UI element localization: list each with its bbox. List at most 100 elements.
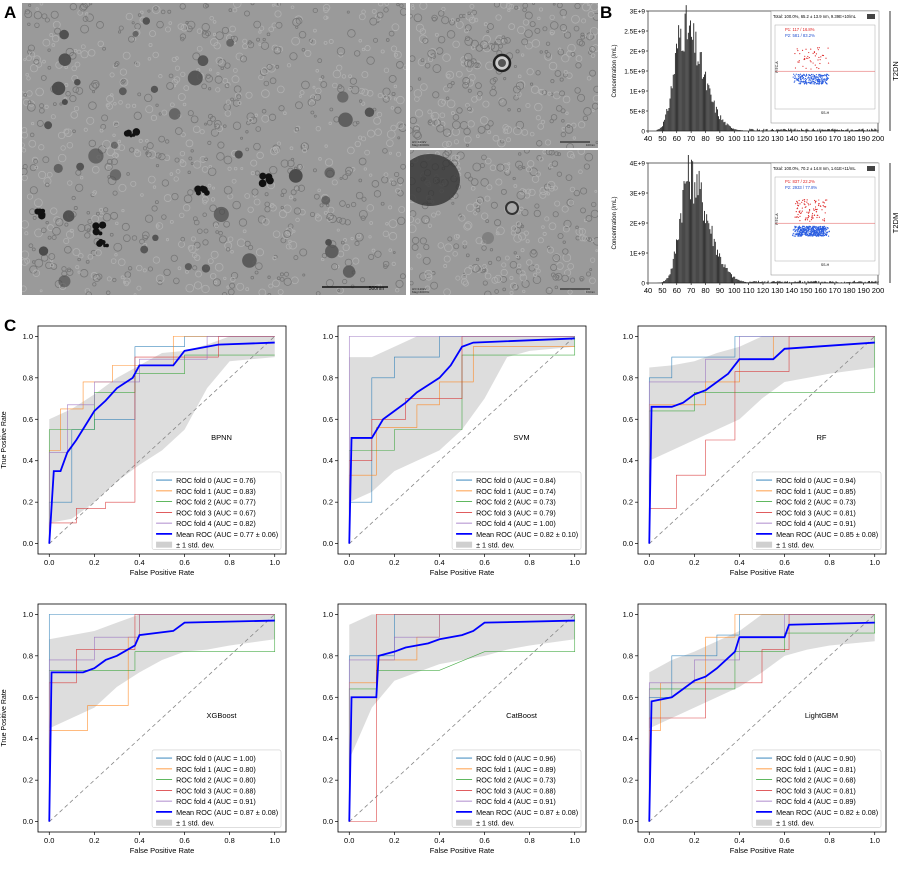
- em-texture-grain: [80, 3, 88, 11]
- em-texture-grain: [470, 186, 476, 191]
- em-texture-grain: [24, 258, 31, 264]
- em-texture-grain: [345, 203, 351, 209]
- nta-scatter-point: [809, 60, 811, 62]
- em-texture-grain: [208, 87, 212, 91]
- nta-bar: [692, 39, 694, 131]
- em-texture-grain: [155, 103, 159, 107]
- nta-scatter-point: [825, 75, 827, 77]
- roc-ytick-label: 0.2: [623, 776, 633, 785]
- nta-bar: [656, 129, 658, 131]
- em-texture-grain: [338, 52, 344, 58]
- em-texture-grain: [549, 14, 555, 21]
- nta-scatter-point: [816, 208, 818, 210]
- em-texture-grain: [368, 253, 375, 260]
- nta-bar: [704, 210, 705, 283]
- em-texture-grain: [336, 64, 343, 71]
- vesicle: [321, 195, 331, 205]
- em-texture-grain: [328, 214, 337, 224]
- em-texture-grain: [268, 26, 275, 33]
- nta-scatter-point: [807, 77, 809, 79]
- em-texture-grain: [26, 90, 33, 97]
- em-texture-grain: [192, 265, 198, 271]
- em-texture-grain: [222, 77, 229, 84]
- em-texture-grain: [388, 232, 398, 241]
- em-texture-grain: [574, 87, 581, 94]
- em-texture-grain: [394, 53, 399, 57]
- nta-scatter-point: [819, 226, 821, 228]
- nta-scatter-point: [815, 77, 817, 79]
- em-texture-grain: [396, 95, 405, 105]
- em-texture-grain: [465, 253, 470, 258]
- aggregate: [258, 179, 267, 188]
- em-texture-grain: [410, 85, 413, 92]
- nta-bar: [674, 253, 676, 283]
- roc-chance-line: [349, 614, 575, 822]
- roc-chart-rf: 0.00.00.20.20.40.40.60.60.80.81.01.0Fals…: [623, 325, 887, 577]
- em-texture-grain: [552, 253, 561, 262]
- nta-bar: [848, 282, 850, 283]
- em-texture-grain: [32, 260, 36, 264]
- nta-scatter-point: [826, 199, 828, 201]
- em-texture-grain: [546, 246, 554, 254]
- nta-bar: [686, 39, 688, 131]
- nta-scatter-point: [809, 80, 812, 82]
- nta-scatter-point: [822, 201, 824, 203]
- em-texture-grain: [382, 260, 390, 268]
- em-texture-grain: [364, 45, 371, 52]
- nta-scatter-point: [820, 232, 822, 234]
- em-texture-grain: [185, 25, 193, 33]
- nta-scatter-point: [819, 62, 821, 65]
- em-texture-grain: [349, 77, 357, 85]
- nta-scatter-point: [808, 79, 810, 81]
- nta-xtick-label: 120: [757, 134, 770, 143]
- nta-bar: [694, 52, 696, 131]
- em-texture-grain: [380, 201, 385, 206]
- em-texture-grain: [230, 97, 234, 102]
- nta-scatter-point: [815, 53, 818, 55]
- em-texture-grain: [443, 288, 451, 295]
- em-texture-grain: [201, 83, 207, 90]
- em-texture-grain: [46, 171, 53, 178]
- nta-scatter-point: [798, 61, 800, 63]
- em-texture-grain: [271, 22, 278, 29]
- roc-ylabel: True Positive Rate: [1, 689, 8, 746]
- nta-bar: [855, 130, 856, 131]
- em-texture-grain: [549, 118, 554, 124]
- em-texture-grain: [458, 213, 463, 218]
- nta-scatter-point: [797, 73, 800, 76]
- em-texture-grain: [385, 222, 389, 226]
- nta-bar: [690, 20, 691, 132]
- em-texture-grain: [26, 193, 34, 200]
- em-texture-grain: [180, 236, 186, 242]
- em-texture-grain: [190, 115, 199, 124]
- roc-xtick-label: 0.0: [344, 558, 354, 567]
- em-texture-grain: [274, 10, 282, 18]
- em-texture-grain: [215, 56, 224, 65]
- roc-ytick-label: 0.2: [23, 776, 33, 785]
- em-texture-grain: [89, 82, 98, 91]
- em-texture-grain: [465, 102, 470, 108]
- nta-bar: [845, 129, 847, 131]
- em-texture-grain: [507, 108, 511, 112]
- em-texture-grain: [446, 73, 451, 78]
- em-texture-grain: [414, 132, 422, 140]
- em-texture-grain: [411, 243, 419, 251]
- nta-bar: [782, 128, 784, 131]
- em-texture-grain: [268, 113, 277, 121]
- nta-bar: [800, 280, 801, 283]
- nta-xtick-label: 140: [785, 134, 798, 143]
- em-texture-grain: [204, 157, 208, 162]
- em-texture-grain: [100, 123, 107, 130]
- em-texture-grain: [547, 91, 552, 96]
- em-texture-grain: [395, 279, 404, 288]
- nta-bar: [750, 129, 752, 131]
- em-texture-grain: [283, 230, 292, 238]
- em-texture-grain: [230, 249, 234, 254]
- nta-bar: [842, 130, 843, 131]
- em-texture-grain: [317, 58, 323, 64]
- nta-scatter-point: [816, 83, 818, 85]
- em-texture-grain: [147, 150, 157, 159]
- em-texture-grain: [521, 38, 529, 46]
- em-texture-grain: [575, 225, 579, 230]
- em-texture-grain: [578, 40, 585, 47]
